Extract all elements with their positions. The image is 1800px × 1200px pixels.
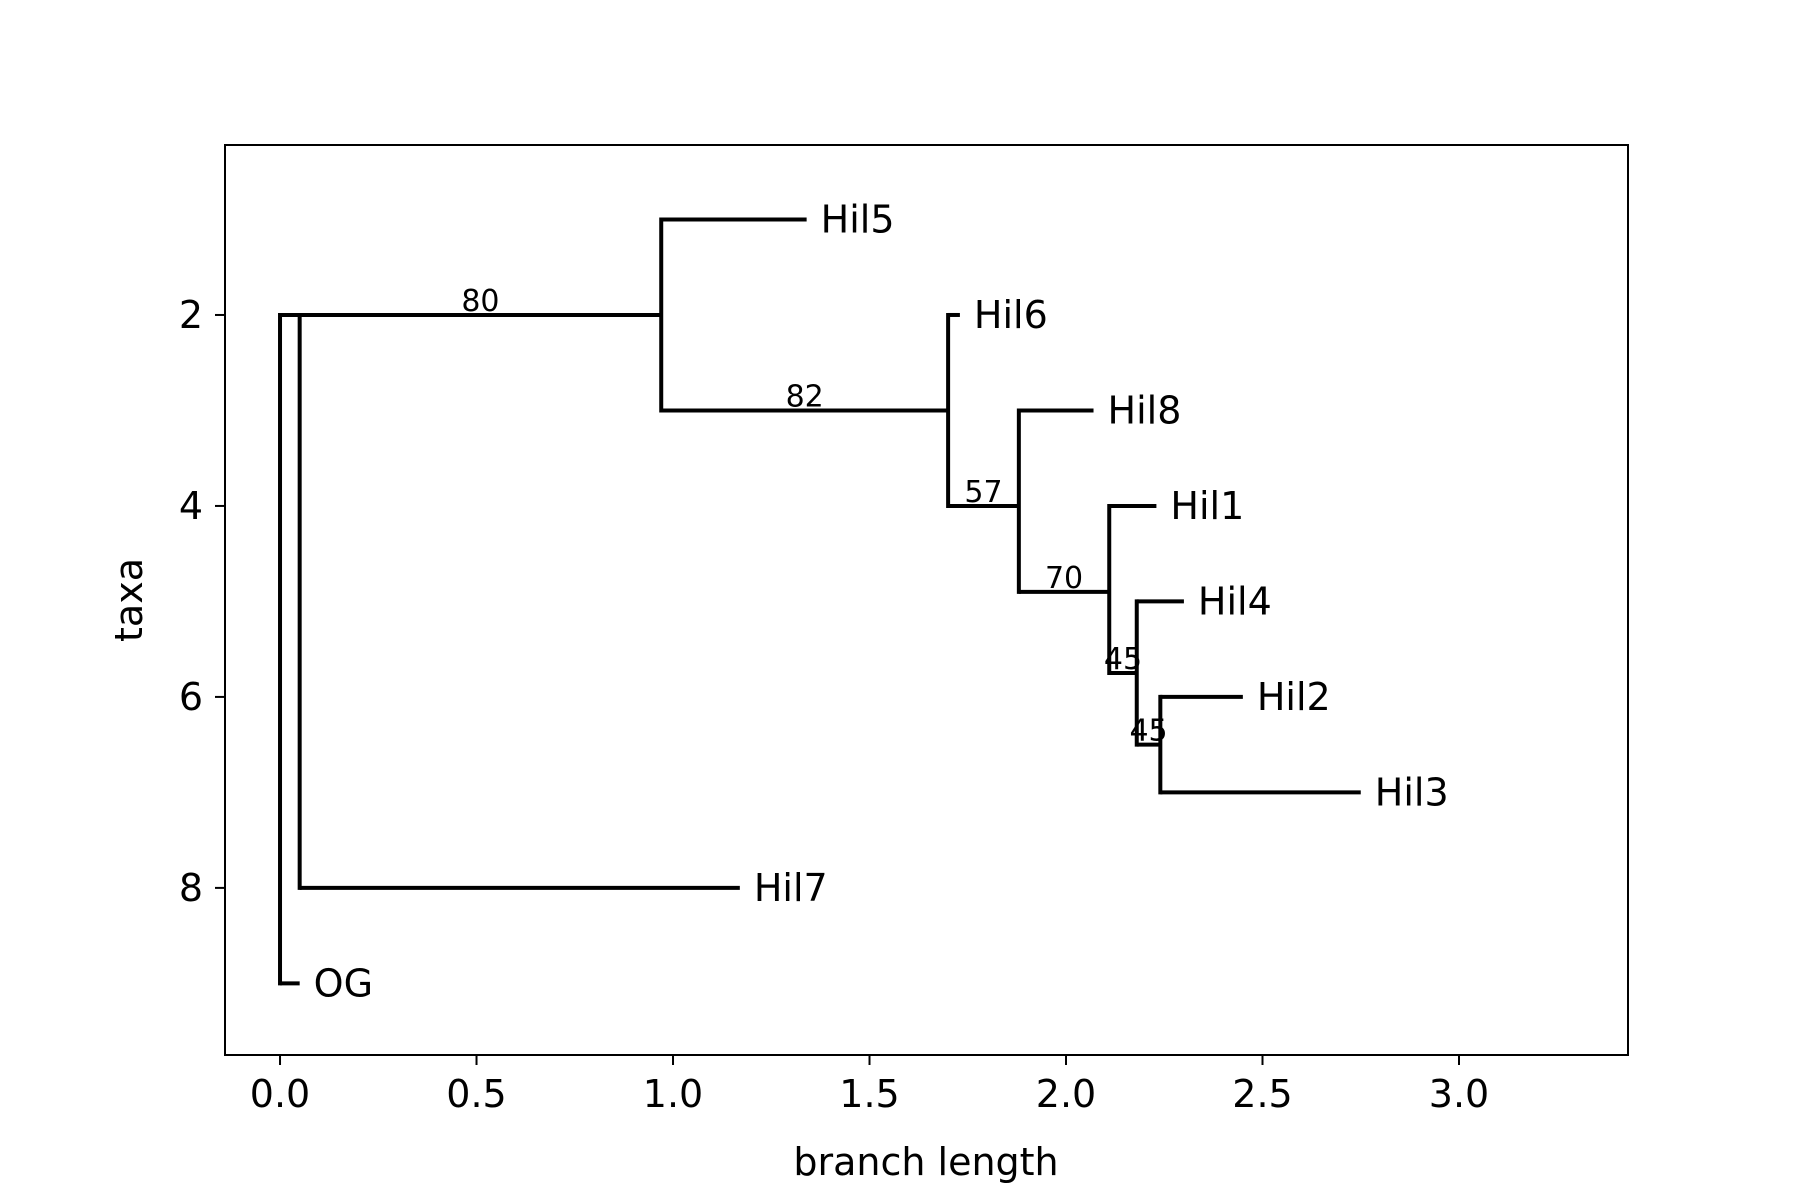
y-tick-label: 2 [179, 293, 203, 337]
x-tick-label: 1.5 [839, 1072, 899, 1116]
y-tick-label: 8 [179, 866, 203, 910]
support-label-c45b: 45 [1129, 714, 1167, 749]
x-tick-label: 2.5 [1232, 1072, 1292, 1116]
x-axis-ticks: 0.0 0.5 1.0 1.5 2.0 2.5 3.0 [250, 1055, 1489, 1116]
support-label-c80: 80 [461, 284, 499, 319]
y-tick-label: 4 [179, 484, 203, 528]
leaf-label-og: OG [314, 961, 373, 1005]
plot-frame [224, 144, 1629, 1056]
tree-labels: 80 82 57 70 45 45 Hil5 Hil6 Hil8 Hil1 Hil4 Hil2 Hil3… [314, 197, 1449, 1005]
support-label-c70: 70 [1045, 561, 1083, 596]
x-tick-label: 0.5 [446, 1072, 506, 1116]
leaf-label-hil3: Hil3 [1375, 770, 1449, 814]
support-label-c45a: 45 [1104, 642, 1142, 677]
x-axis-label: branch length [793, 1140, 1058, 1184]
leaf-label-hil7: Hil7 [754, 866, 828, 910]
leaf-label-hil1: Hil1 [1170, 484, 1244, 528]
x-tick-label: 0.0 [250, 1072, 310, 1116]
x-tick-label: 1.0 [643, 1072, 703, 1116]
leaf-label-hil4: Hil4 [1198, 579, 1272, 623]
support-label-c82: 82 [786, 379, 824, 414]
y-axis-ticks: 2 4 6 8 [179, 293, 225, 910]
leaf-label-hil8: Hil8 [1108, 388, 1182, 432]
support-label-c57: 57 [964, 475, 1002, 510]
leaf-label-hil5: Hil5 [821, 197, 895, 241]
x-tick-label: 2.0 [1036, 1072, 1096, 1116]
y-axis-label: taxa [107, 558, 151, 642]
tree-branches [278, 217, 1361, 986]
leaf-label-hil6: Hil6 [974, 293, 1048, 337]
x-tick-label: 3.0 [1429, 1072, 1489, 1116]
y-tick-label: 6 [179, 675, 203, 719]
leaf-label-hil2: Hil2 [1257, 675, 1331, 719]
